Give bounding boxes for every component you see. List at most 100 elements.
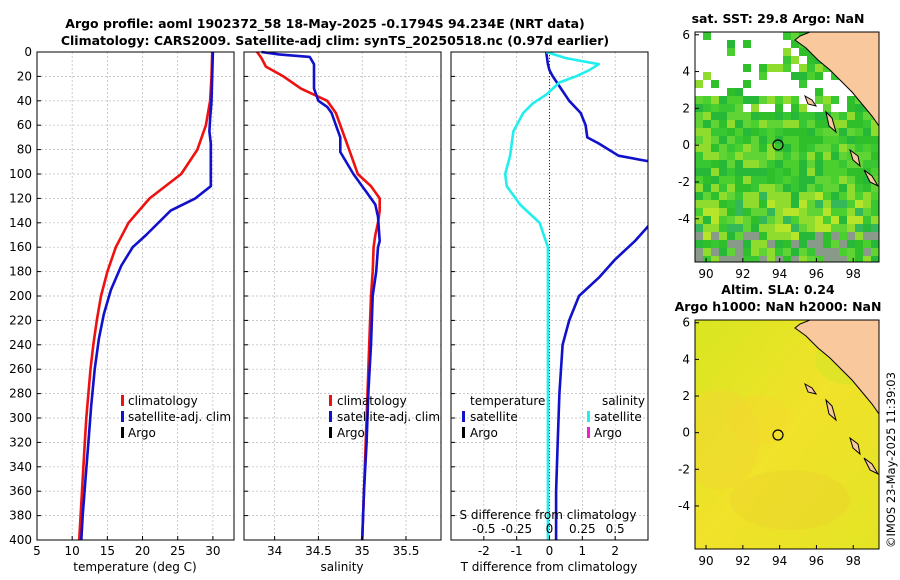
sst-cell (751, 112, 759, 120)
sst-cell (799, 120, 807, 128)
sst-cell (791, 192, 799, 200)
sst-cell (743, 120, 751, 128)
sst-cell (847, 160, 855, 168)
sst-cell (855, 184, 863, 192)
sst-cell (815, 168, 823, 176)
sst-cell (839, 136, 847, 144)
sst-cell (847, 256, 855, 262)
sst-cell (735, 248, 743, 256)
sst-cell (855, 168, 863, 176)
sst-cell (719, 136, 727, 144)
sst-cell (703, 208, 711, 216)
sst-cell (743, 112, 751, 120)
sla-map-ticks: 90 92 94 96 98 6 4 2 0 -2 -4 (678, 316, 861, 568)
legend-label-climatology: climatology (128, 394, 198, 408)
sst-cell (775, 216, 783, 224)
map-y-tick-label: 4 (682, 352, 690, 366)
legend-swatch-climatology (329, 395, 332, 406)
top-x-tick-label: -0.25 (501, 522, 532, 536)
sst-cell (807, 200, 815, 208)
sst-cell (855, 120, 863, 128)
island-4 (863, 457, 879, 476)
sst-cell (775, 152, 783, 160)
y-tick-label: 380 (9, 509, 32, 523)
sst-cell (839, 224, 847, 232)
sst-cell (815, 72, 823, 80)
map-y-tick-label: 2 (682, 389, 690, 403)
map-y-tick-label: -4 (678, 212, 690, 226)
y-tick-label: 220 (9, 313, 32, 327)
sst-cell (759, 120, 767, 128)
sst-cell (775, 232, 783, 240)
sst-cell (807, 120, 815, 128)
sst-cell (695, 136, 703, 144)
sst-cell (855, 248, 863, 256)
sst-cell (743, 144, 751, 152)
sst-cell (711, 80, 719, 88)
sst-cell (815, 256, 823, 262)
sst-cell (839, 216, 847, 224)
salinity-series (256, 50, 381, 541)
map-x-tick-label: 98 (846, 554, 861, 568)
sst-cell (751, 160, 759, 168)
sst-cell (799, 48, 807, 56)
sst-cell (863, 136, 871, 144)
sst-cell (735, 256, 743, 262)
sst-cell (855, 192, 863, 200)
y-tick-label: 40 (17, 94, 32, 108)
sst-cell (727, 168, 735, 176)
map-y-tick-label: 0 (682, 138, 690, 152)
sst-cell (799, 224, 807, 232)
difference-top-ticks: -0.5 -0.25 0 0.25 0.5 (472, 522, 625, 536)
sst-cell (735, 128, 743, 136)
sst-cell (759, 128, 767, 136)
sst-cell (751, 176, 759, 184)
sst-cell (735, 216, 743, 224)
sst-cell (695, 232, 703, 240)
sst-cell (871, 232, 879, 240)
sst-cell (871, 176, 879, 184)
sst-cell (727, 48, 735, 56)
sst-cell (831, 112, 839, 120)
sst-cell (767, 120, 775, 128)
sst-cell (703, 72, 711, 80)
sst-cell (759, 208, 767, 216)
sst-cell (711, 240, 719, 248)
sst-cell (751, 208, 759, 216)
sst-cell (823, 120, 831, 128)
sst-cell (735, 176, 743, 184)
y-tick-label: 160 (9, 240, 32, 254)
sst-cell (871, 208, 879, 216)
map-y-tick-label: 0 (682, 426, 690, 440)
sst-cell (799, 152, 807, 160)
sst-cell (759, 96, 767, 104)
sst-cell (775, 160, 783, 168)
sst-cell (847, 144, 855, 152)
temperature-grid (36, 51, 234, 541)
sst-cell (831, 184, 839, 192)
sst-cell (815, 176, 823, 184)
sla-map-title-1: Altim. SLA: 0.24 (721, 282, 835, 297)
legend-label-temp-satellite: satellite (470, 410, 518, 424)
sst-cell (727, 216, 735, 224)
map-x-tick-label: 94 (772, 554, 787, 568)
sst-cell (735, 224, 743, 232)
sst-cell (799, 112, 807, 120)
sst-cell (863, 216, 871, 224)
sst-cell (727, 104, 735, 112)
sst-cell (703, 160, 711, 168)
sst-cell (775, 208, 783, 216)
sst-cell (767, 224, 775, 232)
sst-cell (775, 176, 783, 184)
sst-cell (695, 144, 703, 152)
sst-cell (863, 200, 871, 208)
sst-cell (823, 216, 831, 224)
sst-cell (871, 144, 879, 152)
sst-cell (839, 160, 847, 168)
sst-cell (863, 184, 871, 192)
temperature-xlabel: temperature (deg C) (73, 560, 196, 574)
sst-cell (799, 240, 807, 248)
sst-cell (783, 112, 791, 120)
sst-cell (863, 256, 871, 262)
sst-cell (855, 144, 863, 152)
